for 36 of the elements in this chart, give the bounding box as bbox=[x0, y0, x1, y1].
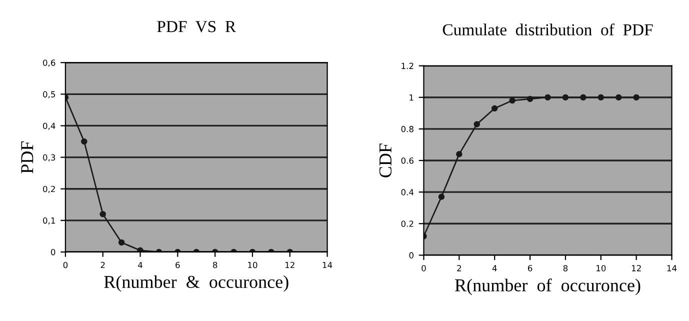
y-tick-label: 0 bbox=[50, 248, 56, 256]
y-tick-label: 0.8 bbox=[401, 126, 414, 132]
y-tick-label: 0.2 bbox=[401, 220, 414, 227]
chart-title: PDF VS R bbox=[157, 21, 236, 32]
x-tick-label: 14 bbox=[322, 262, 332, 268]
x-tick-label: 12 bbox=[285, 262, 294, 268]
y-tick-label: 0,4 bbox=[43, 122, 56, 130]
y-tick-label: 1.2 bbox=[402, 62, 414, 69]
y-tick-label: 0,3 bbox=[43, 154, 56, 162]
x-axis-title: R(number of occuronce) bbox=[455, 278, 640, 296]
x-tick-label: 0 bbox=[63, 262, 68, 268]
x-tick-label: 10 bbox=[248, 262, 258, 268]
y-tick-label: 0,2 bbox=[43, 186, 55, 193]
x-tick-label: 6 bbox=[528, 265, 532, 272]
x-tick-label: 8 bbox=[563, 265, 568, 272]
y-tick-label: 0.6 bbox=[401, 157, 414, 164]
x-tick-label: 4 bbox=[138, 262, 142, 268]
y-tick-label: 0,5 bbox=[43, 91, 56, 98]
x-tick-label: 14 bbox=[667, 265, 677, 272]
x-tick-label: 4 bbox=[492, 265, 497, 272]
y-axis-title: PDF bbox=[21, 141, 34, 174]
x-tick-label: 2 bbox=[457, 265, 461, 272]
y-tick-label: 1 bbox=[410, 94, 414, 101]
x-tick-label: 10 bbox=[596, 265, 606, 272]
y-tick-label: 0,6 bbox=[43, 60, 56, 67]
x-tick-label: 8 bbox=[212, 262, 218, 268]
y-tick-label: 0 bbox=[409, 252, 414, 258]
y-tick-label: 0,1 bbox=[43, 217, 55, 225]
y-axis-title: CDF bbox=[379, 144, 392, 178]
x-axis-title: R(number & occuronce) bbox=[104, 275, 288, 292]
x-tick-label: 2 bbox=[100, 262, 105, 268]
x-tick-label: 6 bbox=[176, 262, 180, 268]
chart-title: Cumulate distribution of PDF bbox=[442, 24, 653, 36]
y-tick-label: 0.4 bbox=[401, 189, 414, 196]
x-tick-label: 0 bbox=[422, 265, 426, 272]
x-tick-label: 12 bbox=[632, 265, 641, 272]
